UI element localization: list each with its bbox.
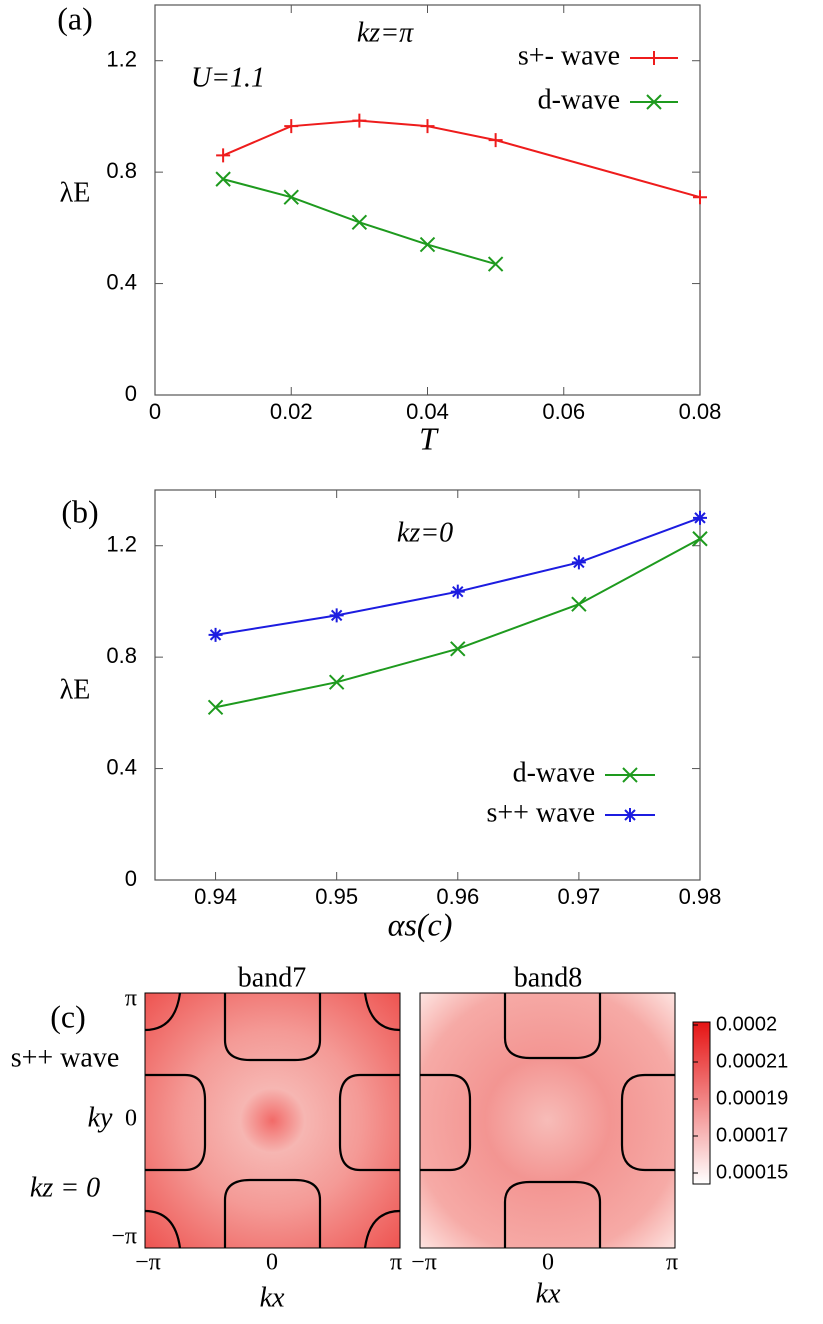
series-line bbox=[215, 516, 701, 636]
marker bbox=[693, 510, 707, 525]
x-tick-label: π bbox=[666, 1250, 678, 1276]
colorbar-label: 0.0002 bbox=[716, 1013, 777, 1035]
x-tick-label: −π bbox=[135, 1250, 161, 1276]
y-tick-label: 0.4 bbox=[106, 269, 137, 294]
legend-label: d-wave bbox=[513, 757, 595, 788]
marker bbox=[215, 171, 231, 187]
y-axis-label: λE bbox=[60, 674, 91, 705]
legend-marker bbox=[623, 808, 637, 822]
y-tick-label: 0 bbox=[125, 866, 137, 891]
fermi-surface bbox=[144, 992, 675, 1249]
heatmap bbox=[419, 992, 676, 1249]
marker bbox=[487, 256, 504, 272]
marker bbox=[692, 531, 708, 547]
marker bbox=[488, 133, 503, 148]
y-tick-label: 0 bbox=[125, 1106, 137, 1132]
x-tick-label: 0 bbox=[149, 399, 161, 424]
x-tick-label: 0.98 bbox=[679, 884, 722, 909]
marker bbox=[351, 214, 368, 230]
y-tick-label: 0.8 bbox=[106, 158, 137, 183]
marker bbox=[329, 608, 344, 623]
marker bbox=[216, 148, 231, 163]
annotation: kz=0 bbox=[397, 517, 453, 548]
marker bbox=[208, 627, 223, 642]
legend-marker bbox=[647, 51, 661, 65]
panel-label: (b) bbox=[61, 493, 98, 529]
marker bbox=[693, 190, 707, 205]
annotation: U=1.1 bbox=[191, 62, 265, 93]
x-axis-label: αs(c) bbox=[388, 906, 453, 942]
colorbar-label: 0.00015 bbox=[716, 1161, 788, 1183]
marker bbox=[419, 236, 436, 253]
x-axis-label: kx bbox=[536, 1278, 561, 1309]
legend-label: d-wave bbox=[538, 84, 620, 115]
panel-label: (c) bbox=[50, 998, 86, 1034]
x-tick-label: 0 bbox=[266, 1250, 278, 1276]
y-tick-label: −π bbox=[111, 1224, 137, 1250]
x-tick-label: 0.96 bbox=[436, 884, 479, 909]
x-tick-label: 0.02 bbox=[270, 399, 313, 424]
marker bbox=[283, 189, 299, 205]
x-tick-label: 0.08 bbox=[679, 399, 722, 424]
x-tick-label: π bbox=[390, 1250, 402, 1276]
marker bbox=[450, 584, 465, 599]
row-label: s++ wave bbox=[11, 1042, 120, 1073]
colorbar-label: 0.00017 bbox=[716, 1124, 788, 1146]
marker bbox=[328, 674, 345, 690]
x-tick-label: 0.06 bbox=[542, 399, 585, 424]
x-axis-label: T bbox=[419, 420, 439, 456]
plot-frame bbox=[154, 489, 701, 881]
panel-label: (a) bbox=[57, 0, 93, 36]
marker bbox=[420, 119, 435, 134]
y-axis-label: λE bbox=[60, 177, 91, 208]
colorbar-label: 0.00019 bbox=[716, 1087, 788, 1109]
x-tick-label: 0.94 bbox=[194, 884, 237, 909]
x-tick-label: 0 bbox=[542, 1250, 554, 1276]
x-tick-label: −π bbox=[411, 1250, 437, 1276]
x-axis-label: kx bbox=[260, 1282, 285, 1313]
row-label: ky bbox=[88, 1102, 113, 1133]
heatmap bbox=[144, 992, 401, 1249]
series-line bbox=[222, 119, 701, 199]
x-tick-label: 0.97 bbox=[557, 884, 600, 909]
legend-marker bbox=[646, 94, 662, 110]
x-tick-label: 0.95 bbox=[315, 884, 358, 909]
y-tick-label: 0.8 bbox=[106, 643, 137, 668]
marker bbox=[450, 641, 466, 657]
colorbar bbox=[692, 1021, 711, 1185]
legend-marker bbox=[622, 767, 638, 783]
marker bbox=[207, 699, 224, 715]
y-tick-label: 0 bbox=[125, 381, 137, 406]
y-tick-label: 1.2 bbox=[106, 532, 137, 557]
x-tick-label: 0.04 bbox=[406, 399, 449, 424]
heatmap-title: band7 bbox=[238, 962, 306, 993]
y-tick-label: π bbox=[125, 986, 137, 1012]
marker bbox=[284, 119, 299, 134]
colorbar-label: 0.00021 bbox=[716, 1050, 788, 1072]
row-label: kz = 0 bbox=[30, 1172, 100, 1203]
y-tick-label: 0.4 bbox=[106, 754, 137, 779]
marker bbox=[571, 555, 586, 570]
marker bbox=[352, 113, 367, 128]
marker bbox=[571, 596, 587, 612]
legend-label: s++ wave bbox=[486, 797, 595, 828]
annotation: kz=π bbox=[357, 17, 414, 48]
y-tick-label: 1.2 bbox=[106, 47, 137, 72]
heatmap-title: band8 bbox=[514, 962, 582, 993]
legend-label: s+- wave bbox=[518, 40, 620, 71]
